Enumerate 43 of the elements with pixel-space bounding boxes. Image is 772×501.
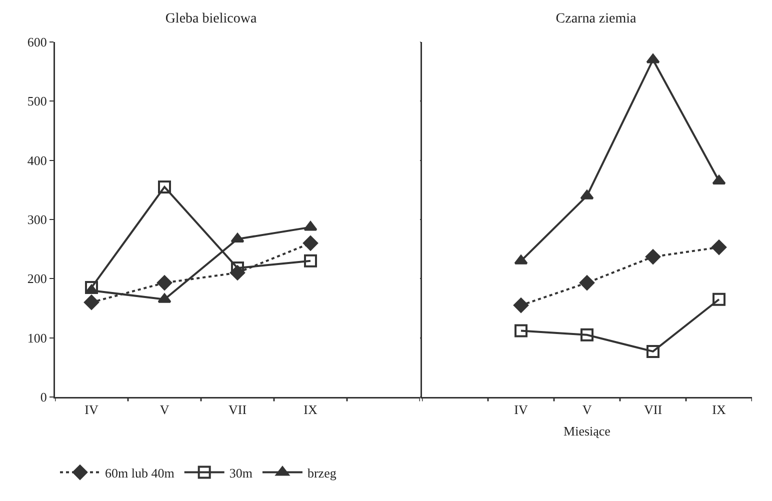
legend-label: brzeg [307, 465, 337, 480]
legend-label: 60m lub 40m [105, 465, 174, 480]
point [84, 294, 99, 310]
point [646, 54, 660, 64]
x-tick-label: IX [712, 402, 726, 418]
point [580, 190, 594, 200]
point [230, 233, 244, 243]
point [646, 344, 660, 358]
chart-title: Czarna ziemia [556, 11, 638, 26]
x-tick-label: IV [84, 402, 99, 418]
x-tick-label: IV [514, 402, 528, 418]
y-tick-label: 100 [27, 330, 47, 346]
y-tick-label: 500 [27, 94, 47, 109]
point [514, 298, 528, 313]
point [712, 175, 726, 185]
y-tick-label: 0 [40, 390, 47, 405]
y-tick-label: 600 [27, 34, 47, 50]
point [514, 324, 528, 338]
point [712, 292, 726, 306]
point [580, 275, 594, 290]
chart-title: Gleba bielicowa [165, 11, 258, 26]
legend-label: 30m [229, 465, 252, 480]
point [157, 275, 172, 290]
point [646, 249, 660, 264]
x-axis-title: Miesiące [564, 423, 611, 438]
point [514, 254, 528, 264]
point [158, 293, 172, 303]
point [304, 254, 317, 268]
point [158, 180, 171, 194]
point [231, 262, 244, 275]
x-tick-label: V [160, 402, 170, 418]
x-tick-label: IX [304, 402, 318, 418]
y-tick-label: 300 [27, 212, 47, 228]
point [712, 240, 726, 255]
point [303, 236, 318, 251]
point [580, 328, 594, 342]
y-tick-label: 200 [27, 271, 47, 286]
x-tick-label: VII [228, 402, 247, 418]
point [85, 281, 98, 294]
x-tick-label: VII [644, 402, 662, 418]
y-tick-label: 400 [27, 152, 47, 168]
x-tick-label: V [582, 402, 592, 418]
point [304, 221, 318, 231]
